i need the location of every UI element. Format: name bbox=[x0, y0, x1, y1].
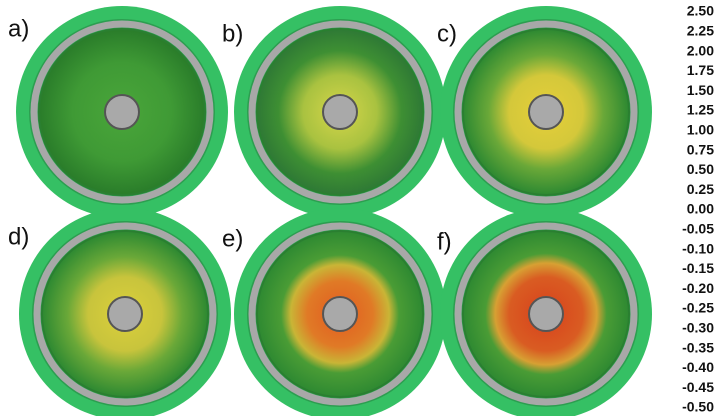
panel-label: e) bbox=[222, 225, 243, 252]
scale-label: -0.30 bbox=[682, 320, 714, 336]
scale-label: 1.00 bbox=[687, 122, 714, 138]
center-pin bbox=[105, 95, 139, 129]
sample-disc bbox=[440, 208, 652, 416]
panel-label: f) bbox=[437, 228, 452, 255]
scale-label: 0.50 bbox=[687, 161, 714, 177]
sample-disc bbox=[16, 6, 228, 218]
scale-label: 1.50 bbox=[687, 82, 714, 98]
scale-label: 0.00 bbox=[687, 201, 714, 217]
page: a) b) c) d) e) f) 2.50 2.25 2.00 1.75 1.50 1.25 1.00… bbox=[0, 0, 716, 416]
panel-label: d) bbox=[8, 223, 29, 250]
center-pin bbox=[529, 297, 563, 331]
center-pin bbox=[323, 297, 357, 331]
scale-label: -0.35 bbox=[682, 339, 714, 355]
scale-label: 0.25 bbox=[687, 181, 714, 197]
scale-label: 1.25 bbox=[687, 102, 714, 118]
sample-disc bbox=[19, 208, 231, 416]
scale-label: -0.25 bbox=[682, 300, 714, 316]
scale-label: -0.40 bbox=[682, 359, 714, 375]
scale-label: 2.25 bbox=[687, 23, 714, 39]
scale-label: 0.75 bbox=[687, 141, 714, 157]
scale-label: 1.75 bbox=[687, 62, 714, 78]
scale-label: 2.50 bbox=[687, 3, 714, 19]
sample-disc bbox=[440, 6, 652, 218]
scale-label: -0.05 bbox=[682, 221, 714, 237]
scale-label: -0.20 bbox=[682, 280, 714, 296]
scale-label: 2.00 bbox=[687, 42, 714, 58]
center-pin bbox=[323, 95, 357, 129]
scale-label: -0.50 bbox=[682, 399, 714, 415]
center-pin bbox=[108, 297, 142, 331]
figure: a) b) c) d) e) f) 2.50 2.25 2.00 1.75 1.50 1.25 1.00… bbox=[0, 0, 716, 416]
center-pin bbox=[529, 95, 563, 129]
panel-label: b) bbox=[222, 20, 243, 47]
sample-disc bbox=[234, 6, 446, 218]
sample-disc bbox=[234, 208, 446, 416]
scale-label: -0.45 bbox=[682, 379, 714, 395]
scale-label: -0.15 bbox=[682, 260, 714, 276]
panel-label: c) bbox=[437, 20, 457, 47]
scale-label: -0.10 bbox=[682, 240, 714, 256]
panel-label: a) bbox=[8, 15, 29, 42]
